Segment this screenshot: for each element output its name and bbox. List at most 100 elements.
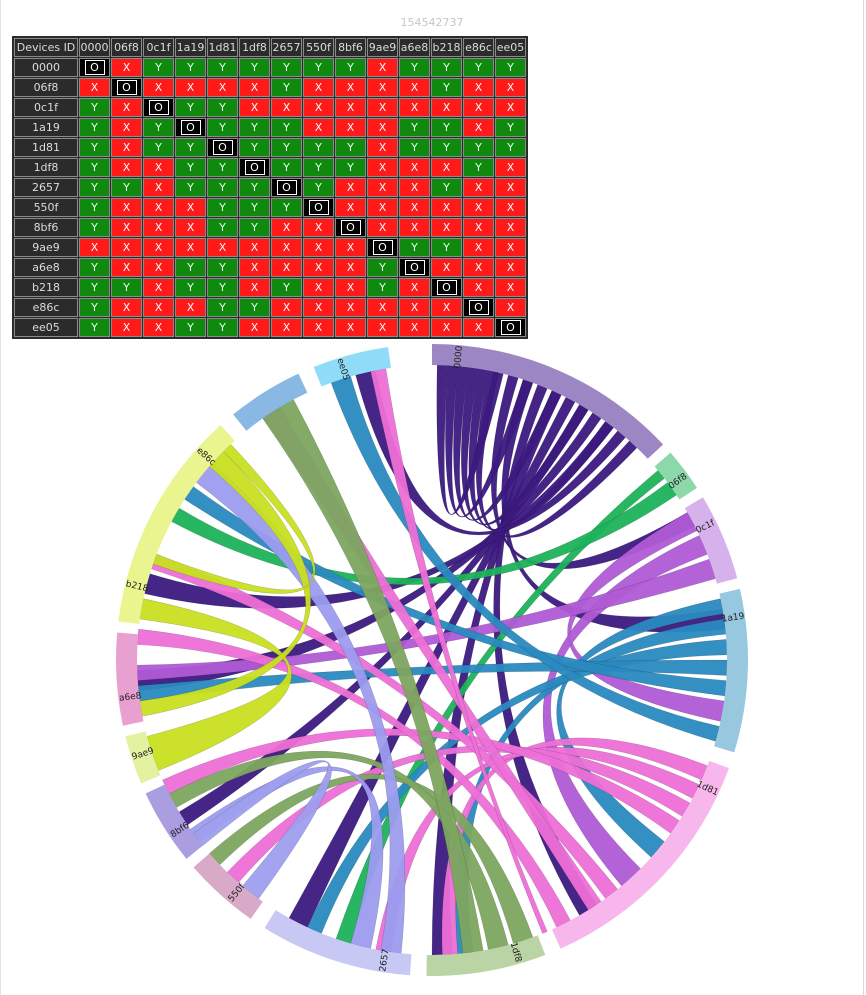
matrix-cell[interactable]: X bbox=[367, 218, 398, 237]
matrix-cell[interactable]: X bbox=[111, 238, 142, 257]
matrix-cell[interactable]: X bbox=[143, 198, 174, 217]
matrix-cell[interactable]: Y bbox=[175, 258, 206, 277]
matrix-cell[interactable]: X bbox=[303, 258, 334, 277]
matrix-cell[interactable]: X bbox=[207, 78, 238, 97]
chord-ribbon-0c1f[interactable] bbox=[136, 558, 716, 681]
chord-arc-1d81[interactable] bbox=[551, 760, 729, 949]
matrix-cell[interactable]: Y bbox=[431, 138, 462, 157]
matrix-cell[interactable]: X bbox=[463, 98, 494, 117]
matrix-cell[interactable]: Y bbox=[143, 118, 174, 137]
matrix-cell[interactable]: X bbox=[143, 178, 174, 197]
matrix-cell[interactable]: Y bbox=[271, 78, 302, 97]
matrix-cell[interactable]: X bbox=[335, 318, 366, 337]
matrix-cell[interactable]: O bbox=[207, 138, 238, 157]
matrix-cell[interactable]: Y bbox=[175, 98, 206, 117]
matrix-cell[interactable]: X bbox=[367, 78, 398, 97]
matrix-cell[interactable]: Y bbox=[239, 218, 270, 237]
matrix-cell[interactable]: Y bbox=[207, 178, 238, 197]
matrix-cell[interactable]: X bbox=[335, 278, 366, 297]
matrix-cell[interactable]: X bbox=[463, 238, 494, 257]
matrix-cell[interactable]: Y bbox=[207, 198, 238, 217]
matrix-cell[interactable]: Y bbox=[175, 58, 206, 77]
matrix-cell[interactable]: X bbox=[335, 298, 366, 317]
matrix-cell[interactable]: Y bbox=[143, 58, 174, 77]
chord-ribbon-1d81[interactable] bbox=[441, 737, 708, 956]
matrix-cell[interactable]: Y bbox=[175, 158, 206, 177]
matrix-cell[interactable]: X bbox=[367, 118, 398, 137]
matrix-cell[interactable]: X bbox=[399, 78, 430, 97]
matrix-cell[interactable]: X bbox=[175, 298, 206, 317]
matrix-cell[interactable]: Y bbox=[79, 98, 110, 117]
matrix-cell[interactable]: Y bbox=[495, 118, 526, 137]
matrix-cell[interactable]: X bbox=[367, 318, 398, 337]
matrix-cell[interactable]: X bbox=[463, 198, 494, 217]
chord-arc-550f[interactable] bbox=[193, 853, 263, 919]
matrix-cell[interactable]: Y bbox=[239, 178, 270, 197]
matrix-cell[interactable]: Y bbox=[335, 58, 366, 77]
matrix-cell[interactable]: X bbox=[495, 78, 526, 97]
chord-ribbon-a6e8[interactable] bbox=[139, 451, 311, 717]
chord-ribbon-0000[interactable] bbox=[355, 370, 626, 536]
chord-arc-2657[interactable] bbox=[264, 910, 412, 976]
matrix-cell[interactable]: Y bbox=[111, 278, 142, 297]
matrix-cell[interactable]: O bbox=[271, 178, 302, 197]
matrix-cell[interactable]: X bbox=[271, 238, 302, 257]
matrix-cell[interactable]: Y bbox=[79, 298, 110, 317]
matrix-cell[interactable]: X bbox=[143, 258, 174, 277]
matrix-cell[interactable]: Y bbox=[335, 138, 366, 157]
matrix-cell[interactable]: X bbox=[271, 318, 302, 337]
matrix-cell[interactable]: Y bbox=[463, 158, 494, 177]
matrix-cell[interactable]: Y bbox=[399, 238, 430, 257]
matrix-cell[interactable]: X bbox=[335, 198, 366, 217]
matrix-cell[interactable]: Y bbox=[207, 58, 238, 77]
matrix-cell[interactable]: Y bbox=[79, 118, 110, 137]
matrix-cell[interactable]: X bbox=[111, 218, 142, 237]
matrix-cell[interactable]: X bbox=[463, 78, 494, 97]
matrix-cell[interactable]: X bbox=[207, 238, 238, 257]
matrix-cell[interactable]: Y bbox=[495, 138, 526, 157]
matrix-cell[interactable]: X bbox=[111, 298, 142, 317]
matrix-cell[interactable]: X bbox=[335, 238, 366, 257]
matrix-cell[interactable]: X bbox=[463, 258, 494, 277]
matrix-cell[interactable]: X bbox=[495, 298, 526, 317]
matrix-cell[interactable]: X bbox=[463, 278, 494, 297]
matrix-cell[interactable]: X bbox=[271, 298, 302, 317]
matrix-cell[interactable]: Y bbox=[431, 58, 462, 77]
matrix-cell[interactable]: Y bbox=[207, 158, 238, 177]
matrix-cell[interactable]: X bbox=[303, 298, 334, 317]
matrix-cell[interactable]: Y bbox=[79, 178, 110, 197]
matrix-cell[interactable]: X bbox=[175, 78, 206, 97]
matrix-cell[interactable]: X bbox=[111, 98, 142, 117]
matrix-cell[interactable]: X bbox=[431, 258, 462, 277]
matrix-cell[interactable]: Y bbox=[207, 278, 238, 297]
chord-arc-9ae9[interactable] bbox=[125, 731, 161, 784]
matrix-cell[interactable]: X bbox=[303, 238, 334, 257]
matrix-cell[interactable]: Y bbox=[79, 138, 110, 157]
matrix-cell[interactable]: Y bbox=[239, 298, 270, 317]
matrix-cell[interactable]: X bbox=[367, 98, 398, 117]
matrix-cell[interactable]: X bbox=[143, 318, 174, 337]
chord-arc-1a19[interactable] bbox=[714, 588, 748, 753]
matrix-cell[interactable]: Y bbox=[79, 218, 110, 237]
matrix-cell[interactable]: O bbox=[79, 58, 110, 77]
matrix-cell[interactable]: O bbox=[143, 98, 174, 117]
matrix-cell[interactable]: O bbox=[303, 198, 334, 217]
matrix-cell[interactable]: Y bbox=[271, 58, 302, 77]
matrix-cell[interactable]: O bbox=[175, 118, 206, 137]
matrix-cell[interactable]: Y bbox=[175, 318, 206, 337]
matrix-cell[interactable]: Y bbox=[335, 158, 366, 177]
matrix-cell[interactable]: Y bbox=[431, 78, 462, 97]
matrix-cell[interactable]: X bbox=[303, 118, 334, 137]
matrix-cell[interactable]: Y bbox=[431, 238, 462, 257]
chord-arc-0000[interactable] bbox=[432, 344, 664, 459]
matrix-cell[interactable]: X bbox=[175, 218, 206, 237]
matrix-cell[interactable]: Y bbox=[239, 118, 270, 137]
matrix-cell[interactable]: X bbox=[463, 118, 494, 137]
matrix-cell[interactable]: X bbox=[495, 218, 526, 237]
matrix-cell[interactable]: X bbox=[367, 298, 398, 317]
matrix-cell[interactable]: X bbox=[431, 198, 462, 217]
matrix-cell[interactable]: X bbox=[303, 98, 334, 117]
matrix-cell[interactable]: Y bbox=[271, 278, 302, 297]
matrix-cell[interactable]: Y bbox=[271, 158, 302, 177]
matrix-cell[interactable]: X bbox=[335, 178, 366, 197]
